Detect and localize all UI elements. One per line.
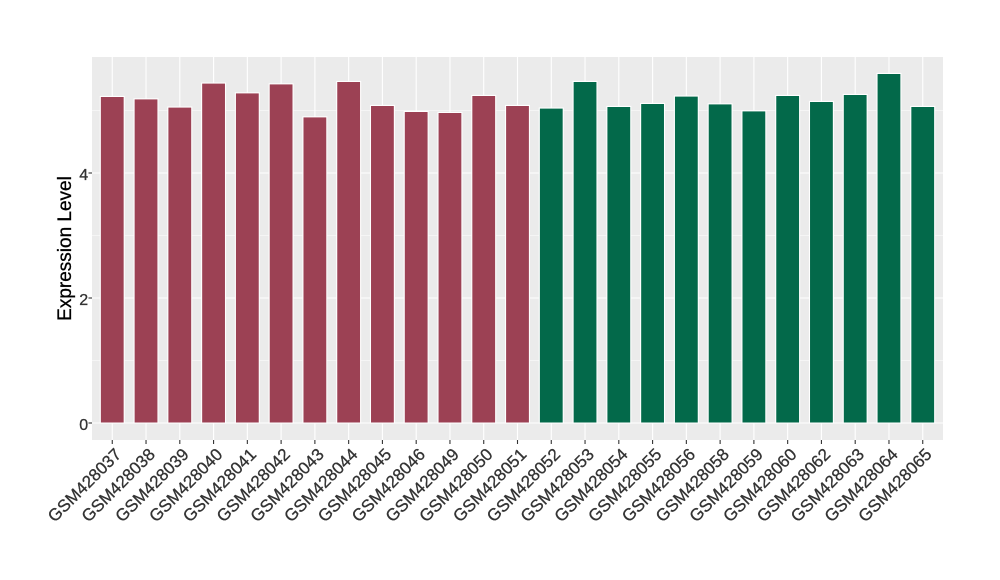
svg-text:2: 2 — [79, 292, 88, 309]
svg-text:0: 0 — [79, 417, 88, 434]
svg-text:Expression Level: Expression Level — [55, 176, 76, 321]
svg-text:4: 4 — [79, 167, 88, 184]
